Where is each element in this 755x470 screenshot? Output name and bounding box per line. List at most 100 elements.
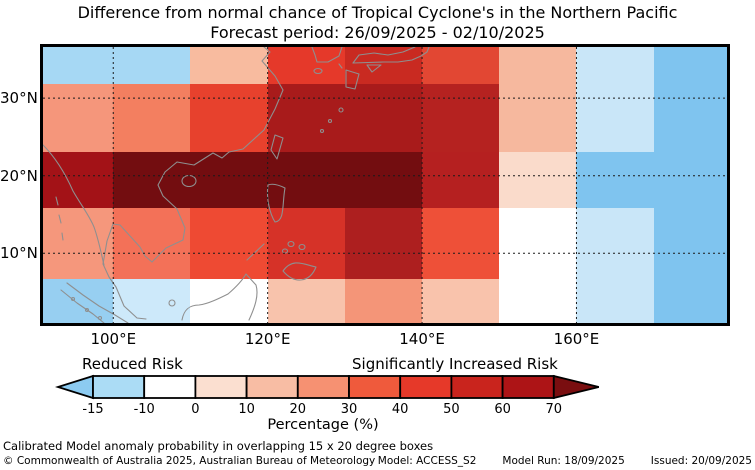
coastline-visayas-2 xyxy=(298,243,306,251)
coastline-asia-mainland xyxy=(102,47,284,320)
colorbar-over-arrow xyxy=(552,374,600,400)
coastline-ryukyu-1 xyxy=(338,107,344,113)
map-cell xyxy=(653,84,727,152)
x-tick-label: 140°E xyxy=(399,330,445,348)
coastline-sumatra xyxy=(60,282,129,323)
coastline-japan-kyushu xyxy=(345,69,360,90)
colorbar-segment xyxy=(399,375,453,399)
x-tick-label: 120°E xyxy=(244,330,291,348)
coastline-island-2 xyxy=(84,307,90,313)
coastline-visayas-3 xyxy=(281,248,289,254)
coastline-visayas-1 xyxy=(287,240,295,248)
map-cell xyxy=(43,84,114,152)
map-cell xyxy=(499,47,577,85)
map-cell xyxy=(267,208,345,279)
colorbar xyxy=(54,374,600,400)
footer-model: Model: ACCESS_S2 xyxy=(377,455,477,467)
map-cell xyxy=(190,84,268,152)
coastline-ryukyu-3 xyxy=(319,128,325,134)
colorbar-segment xyxy=(501,375,555,399)
map-cell xyxy=(190,151,268,209)
colorbar-tick-label: 10 xyxy=(238,402,255,417)
coastline-palawan xyxy=(246,243,265,261)
y-tick-label: 20°N xyxy=(0,166,38,185)
coastlines xyxy=(43,47,430,323)
coastline-luzon xyxy=(266,183,286,223)
map-cell xyxy=(576,278,654,323)
map-cell xyxy=(499,208,577,279)
colorbar-segment xyxy=(348,375,402,399)
colorbar-segment xyxy=(245,375,299,399)
colorbar-segment xyxy=(296,375,350,399)
map-cell xyxy=(43,47,114,85)
map-cell xyxy=(267,151,345,209)
coastline-taiwan xyxy=(270,134,284,160)
map-cell xyxy=(344,84,423,152)
map-cell xyxy=(653,208,727,279)
colorbar-tick-label: 0 xyxy=(191,402,200,417)
footer-issued: Issued: 20/09/2025 xyxy=(650,455,752,467)
y-tick-label: 10°N xyxy=(0,244,38,263)
map-cell xyxy=(43,278,114,323)
map-cell xyxy=(576,208,654,279)
coastline-japan-shikoku xyxy=(366,64,382,73)
colorbar-tick-label: 50 xyxy=(443,402,460,417)
map-cell xyxy=(43,208,114,279)
chart-title: Difference from normal chance of Tropica… xyxy=(77,3,678,22)
colorbar-tick-label: 40 xyxy=(391,402,409,417)
colorbar-segment xyxy=(143,375,197,399)
map-cell xyxy=(267,47,345,85)
map-cell xyxy=(422,151,500,209)
map-cell xyxy=(113,84,191,152)
map-cell xyxy=(344,151,423,209)
colorbar-segment xyxy=(194,375,248,399)
coastline-borneo xyxy=(181,273,258,321)
legend-left-title: Reduced Risk xyxy=(82,355,183,373)
y-tick-label: 30°N xyxy=(0,89,38,108)
map-cell xyxy=(344,278,423,323)
map-cell xyxy=(113,47,191,85)
map-cell xyxy=(190,208,268,279)
map-cell xyxy=(113,278,191,323)
coastline-jeju xyxy=(313,67,323,75)
map-cell xyxy=(576,151,654,209)
map-cell xyxy=(653,47,727,85)
colorbar-tick-label: 60 xyxy=(494,402,511,417)
colorbar-tick-label: 20 xyxy=(289,402,307,417)
legend-right-title: Significantly Increased Risk xyxy=(352,355,558,373)
footer-copyright: © Commonwealth of Australia 2025, Austra… xyxy=(3,455,376,467)
x-tick-label: 160°E xyxy=(553,330,600,348)
heatmap-cell-layer xyxy=(43,47,727,323)
map-cell xyxy=(576,47,654,85)
map-cell xyxy=(499,84,577,152)
map-cell xyxy=(267,278,345,323)
map-cell xyxy=(422,84,500,152)
coastline-tsushima xyxy=(338,63,343,69)
chart-subtitle: Forecast period: 26/09/2025 - 02/10/2025 xyxy=(210,23,545,42)
colorbar-axis-label: Percentage (%) xyxy=(267,417,379,433)
map-overlay-svg xyxy=(43,47,727,323)
coastline-indochina-west xyxy=(43,144,105,266)
map-cell xyxy=(653,278,727,323)
footer-model-run: Model Run: 18/09/2025 xyxy=(502,455,625,467)
map-cell xyxy=(113,151,191,209)
map-cell xyxy=(576,84,654,152)
colorbar-under-arrow xyxy=(54,374,94,400)
map-cell xyxy=(190,47,268,85)
map-plot-area xyxy=(40,44,730,326)
colorbar-tick-label: -15 xyxy=(82,402,104,417)
map-cell xyxy=(499,278,577,323)
coastline-hainan xyxy=(181,174,197,188)
coastline-mindanao xyxy=(282,262,317,281)
coastline-bangka xyxy=(168,299,176,307)
coastline-ryukyu-2 xyxy=(327,118,333,124)
colorbar-tick-labels: -15 -10 0 10 20 30 40 50 60 70 xyxy=(50,402,650,418)
coastline-andaman xyxy=(55,196,64,241)
colorbar-segment xyxy=(450,375,504,399)
map-cell xyxy=(113,208,191,279)
coastline-island-3 xyxy=(97,315,103,321)
colorbar-tick-label: 30 xyxy=(340,402,358,417)
map-cell xyxy=(190,278,268,323)
footer-description: Calibrated Model anomaly probability in … xyxy=(3,439,434,453)
